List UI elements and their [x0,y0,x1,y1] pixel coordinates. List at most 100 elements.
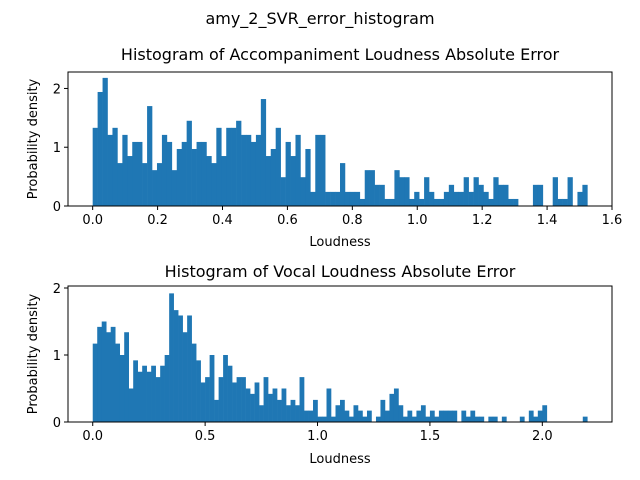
vocal-bar [348,416,354,422]
accompaniment-bar [349,191,356,206]
vocal-x-tick-label: 2.0 [532,429,553,444]
vocal-bar [384,410,390,422]
vocal-bar [443,410,449,422]
vocal-bar [429,410,435,422]
accompaniment-bar [206,156,212,206]
vocal-bar [398,405,404,422]
vocal-bar [304,410,309,422]
accompaniment-bar [201,141,207,206]
accompaniment-bar [438,198,445,206]
accompaniment-bar [181,141,187,206]
vocal-bar [137,371,143,422]
vocal-bar [393,388,399,422]
accompaniment-x-tick-label: 1.0 [407,213,428,228]
vocal-bar [362,416,368,422]
vocal-bar [533,416,539,422]
vocal-bar [106,332,112,422]
accompaniment-bar [567,177,573,206]
vocal-bar [236,377,242,422]
accompaniment-bar [320,134,326,206]
vocal-bar [447,410,453,422]
accompaniment-bar [389,198,395,206]
vocal-y-ticks: 0 1 2 [53,282,68,431]
vocal-bar [151,365,156,422]
accompaniment-bar [246,134,252,206]
accompaniment-bar [231,127,237,206]
vocal-bar [389,393,395,422]
vocal-bar [259,405,264,422]
accompaniment-x-ticks: 0.0 0.2 0.4 0.6 0.8 1.0 1.2 1.4 1.6 [82,206,622,228]
vocal-bar [375,416,381,422]
vocal-bar [92,343,98,422]
vocal-bar [326,388,332,422]
vocal-bar [169,293,174,422]
vocal-y-tick-label: 1 [53,349,61,364]
vocal-bar [214,399,219,422]
vocal-bar [519,416,525,422]
vocal-bar [277,399,282,422]
accompaniment-bar [236,120,242,206]
accompaniment-bar [325,191,331,206]
accompaniment-bar [513,198,519,206]
accompaniment-bar [127,156,133,206]
accompaniment-y-axis-label: Probability density [26,78,41,199]
accompaniment-bar [557,198,563,206]
accompaniment-bar [270,148,276,206]
vocal-bar [173,310,179,422]
accompaniment-bar [211,163,217,206]
accompaniment-bar [424,177,430,206]
accompaniment-bar [503,184,509,206]
vocal-bar [420,405,426,422]
vocal-bar [411,416,417,422]
accompaniment-x-axis-label: Loudness [309,235,370,250]
accompaniment-bar [478,184,484,206]
vocal-bar [474,416,480,422]
vocal-bar [119,355,125,422]
accompaniment-bar [280,177,286,206]
accompaniment-bar [483,191,489,206]
accompaniment-x-tick-label: 1.4 [537,213,558,228]
vocal-bar [155,377,161,422]
accompaniment-bar [142,163,148,206]
vocal-bar [227,365,233,422]
vocal-bar [209,355,215,422]
accompaniment-bar [315,134,321,206]
accompaniment-bar [340,163,346,206]
vocal-bar [178,315,183,422]
vocal-bar [582,416,588,422]
accompaniment-bar [166,141,173,206]
accompaniment-bar [330,191,336,206]
vocal-bar [164,355,170,422]
vocal-bar [205,377,210,422]
accompaniment-bar [414,191,420,206]
vocal-bar [461,410,467,422]
accompaniment-bar [290,156,296,206]
accompaniment-bar [92,127,98,206]
accompaniment-bar [364,170,370,206]
vocal-bar [115,343,121,422]
accompaniment-x-tick-label: 0.6 [277,213,298,228]
vocal-bar [317,416,323,422]
vocal-bar [245,388,251,422]
accompaniment-bar [473,177,479,206]
accompaniment-bar [221,156,227,206]
accompaniment-bar [216,127,222,206]
vocal-bar [438,410,444,422]
vocal-bar [272,388,278,422]
vocal-x-ticks: 0.0 0.5 1.0 1.5 2.0 [82,422,553,444]
vocal-bar [331,416,336,422]
accompaniment-y-tick-label: 1 [53,141,61,156]
vocal-bar [528,410,534,422]
accompaniment-bar [419,198,425,206]
vocal-bar [353,405,359,422]
accompaniment-bar [112,127,118,206]
vocal-bar [335,405,341,422]
vocal-bar [101,321,107,422]
accompaniment-bar [250,141,257,206]
vocal-histogram-title: Histogram of Vocal Loudness Absolute Err… [165,262,516,281]
accompaniment-bar [97,91,103,206]
vocal-bar [425,416,431,422]
vocal-bar [241,377,246,422]
vocal-bar [146,371,152,422]
accompaniment-histogram-axes: Histogram of Accompaniment Loudness Abso… [26,45,622,250]
